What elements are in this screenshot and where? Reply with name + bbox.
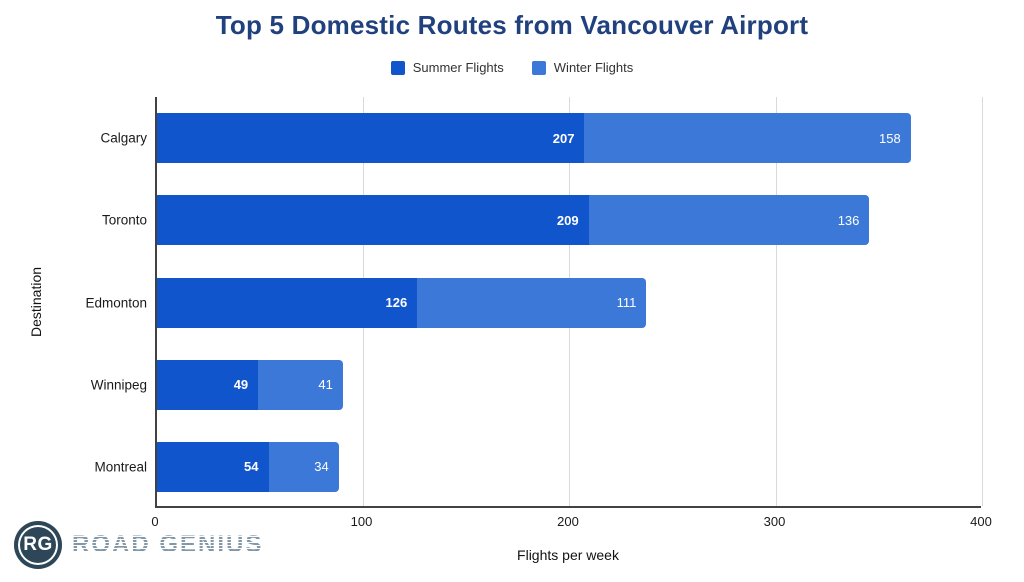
bar-row-winnipeg: 49 41 [157,359,343,410]
winter-segment-winnipeg: 41 [258,359,343,410]
summer-value-label: 49 [233,377,249,393]
category-label-montreal: Montreal [94,459,147,475]
x-tick-label-0: 0 [151,514,159,529]
x-axis-title: Flights per week [517,547,619,563]
brand-logo: RG ROAD GENIUS [14,521,264,569]
bar-row-montreal: 54 34 [157,441,339,492]
winter-swatch-icon [531,60,546,75]
summer-swatch-icon [390,60,405,75]
summer-segment-toronto: 209 [157,195,589,246]
category-label-edmonton: Edmonton [85,295,147,310]
legend-item-summer: Summer Flights [390,60,504,75]
chart-title: Top 5 Domestic Routes from Vancouver Air… [215,10,809,40]
summer-value-label: 207 [552,130,575,146]
x-tick-label-100: 100 [350,514,373,529]
winter-value-label: 158 [879,130,901,146]
category-label-winnipeg: Winnipeg [90,377,147,393]
summer-value-label: 209 [556,212,579,228]
summer-value-label: 54 [244,459,259,475]
gridline-400 [982,97,983,506]
legend-item-winter: Winter Flights [531,60,634,75]
category-label-calgary: Calgary [100,130,147,146]
winter-value-label: 34 [314,459,329,475]
bar-row-edmonton: 126 111 [157,277,647,328]
x-tick-label-200: 200 [557,514,579,529]
winter-value-label: 41 [318,377,333,393]
legend-label-summer: Summer Flights [412,60,504,75]
summer-segment-montreal: 54 [157,441,269,492]
category-label-toronto: Toronto [101,212,147,228]
summer-segment-calgary: 207 [157,113,585,164]
rg-logo-icon: RG [14,521,62,569]
winter-segment-montreal: 34 [268,441,339,492]
winter-value-label: 111 [616,295,637,310]
legend: Summer Flights Winter Flights [0,60,1024,75]
gridline-300 [776,97,777,506]
winter-segment-toronto: 136 [588,195,870,246]
bar-row-toronto: 209 136 [157,195,870,246]
plot-area: 207 158 209 136 126 111 49 41 54 34 [155,97,983,508]
winter-segment-edmonton: 111 [417,277,647,328]
winter-value-label: 136 [837,212,860,228]
bar-row-calgary: 207 158 [157,113,911,164]
x-tick-label-300: 300 [763,514,786,529]
summer-segment-edmonton: 126 [157,277,418,328]
summer-value-label: 126 [385,295,408,310]
summer-segment-winnipeg: 49 [157,359,259,410]
x-tick-label-400: 400 [970,514,992,529]
brand-name: ROAD GENIUS [72,531,264,559]
winter-segment-calgary: 158 [584,113,911,164]
legend-label-winter: Winter Flights [553,60,634,75]
